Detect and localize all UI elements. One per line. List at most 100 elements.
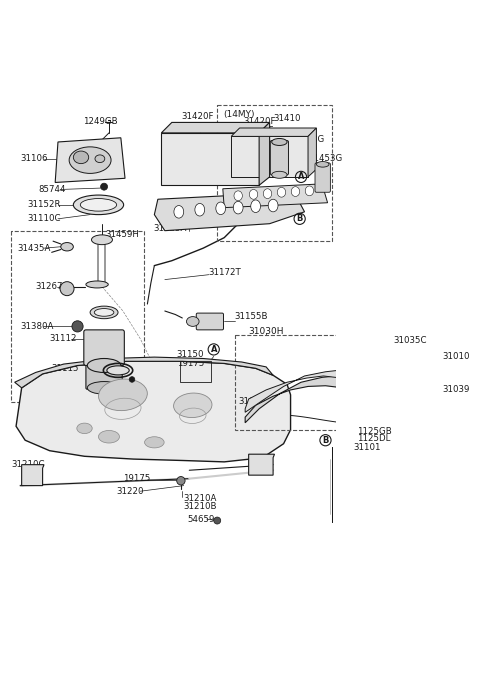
Ellipse shape <box>77 423 92 433</box>
Ellipse shape <box>90 306 118 319</box>
Text: 31453G: 31453G <box>290 135 325 145</box>
Ellipse shape <box>87 382 121 394</box>
Text: 1125GB: 1125GB <box>357 427 392 436</box>
Ellipse shape <box>234 191 242 201</box>
Text: 31210C: 31210C <box>12 460 46 469</box>
Text: (14MY): (14MY) <box>223 110 254 118</box>
Ellipse shape <box>61 242 73 251</box>
Text: 31172T: 31172T <box>209 268 241 277</box>
Polygon shape <box>245 369 371 413</box>
Ellipse shape <box>216 202 226 215</box>
Ellipse shape <box>107 366 129 375</box>
Ellipse shape <box>94 308 114 316</box>
Text: 31150: 31150 <box>177 350 204 359</box>
FancyBboxPatch shape <box>433 380 445 390</box>
Text: 19175: 19175 <box>177 359 204 368</box>
Text: A: A <box>211 345 217 354</box>
Polygon shape <box>161 122 270 133</box>
Text: 31410: 31410 <box>273 114 300 123</box>
Ellipse shape <box>272 139 287 145</box>
Ellipse shape <box>92 235 112 245</box>
Ellipse shape <box>277 187 286 197</box>
Text: 54659: 54659 <box>188 515 215 524</box>
Ellipse shape <box>87 359 121 372</box>
Ellipse shape <box>73 151 89 164</box>
Polygon shape <box>22 464 44 486</box>
Ellipse shape <box>430 358 445 373</box>
Circle shape <box>72 321 83 332</box>
Polygon shape <box>249 454 275 475</box>
Text: 31420F: 31420F <box>244 116 276 126</box>
Text: 31036: 31036 <box>238 397 265 406</box>
Text: 31152R: 31152R <box>27 201 61 209</box>
Text: 31110C: 31110C <box>27 214 61 223</box>
Polygon shape <box>231 128 316 137</box>
Text: 31101: 31101 <box>353 443 381 452</box>
Circle shape <box>129 377 135 382</box>
Polygon shape <box>308 128 316 177</box>
Ellipse shape <box>249 190 258 199</box>
Ellipse shape <box>195 203 204 216</box>
Text: 31435A: 31435A <box>17 244 51 252</box>
Ellipse shape <box>272 172 287 178</box>
Polygon shape <box>55 138 125 182</box>
Text: 31106: 31106 <box>20 154 48 164</box>
Text: B: B <box>297 214 303 223</box>
FancyBboxPatch shape <box>84 330 124 365</box>
Text: 31210B: 31210B <box>184 502 217 511</box>
Text: 31039: 31039 <box>442 385 469 394</box>
FancyBboxPatch shape <box>315 163 330 192</box>
Circle shape <box>101 183 108 190</box>
Text: B: B <box>322 435 329 445</box>
Circle shape <box>60 282 74 295</box>
Text: 1249GB: 1249GB <box>83 116 118 126</box>
Circle shape <box>214 517 221 524</box>
Ellipse shape <box>73 195 124 215</box>
Ellipse shape <box>251 200 261 213</box>
FancyBboxPatch shape <box>86 364 122 389</box>
FancyBboxPatch shape <box>270 141 288 175</box>
Ellipse shape <box>98 379 147 411</box>
Polygon shape <box>245 376 388 423</box>
Text: 31453G: 31453G <box>308 154 342 164</box>
Ellipse shape <box>264 188 272 199</box>
Ellipse shape <box>316 162 329 167</box>
Text: 31010: 31010 <box>442 352 469 361</box>
Text: 31210A: 31210A <box>184 494 217 503</box>
Ellipse shape <box>384 350 397 369</box>
Polygon shape <box>155 192 304 231</box>
Text: 31267: 31267 <box>36 282 63 291</box>
Ellipse shape <box>305 186 313 196</box>
Text: 31459H: 31459H <box>106 229 139 239</box>
Polygon shape <box>259 122 270 185</box>
Polygon shape <box>16 361 290 462</box>
Text: 31420F: 31420F <box>181 112 214 121</box>
Ellipse shape <box>187 316 199 326</box>
Ellipse shape <box>381 349 400 378</box>
Text: 1125DL: 1125DL <box>357 434 390 444</box>
Text: 31035C: 31035C <box>393 336 427 345</box>
Polygon shape <box>161 133 259 185</box>
Text: 94460: 94460 <box>90 397 118 406</box>
FancyBboxPatch shape <box>196 313 224 330</box>
Circle shape <box>177 476 185 485</box>
Text: 31220: 31220 <box>116 487 144 496</box>
Text: 85744: 85744 <box>38 185 66 194</box>
Text: 31155B: 31155B <box>235 312 268 321</box>
Text: 31030H: 31030H <box>248 328 284 336</box>
Text: 31112: 31112 <box>49 334 77 343</box>
Ellipse shape <box>80 199 117 211</box>
Ellipse shape <box>98 431 120 443</box>
Ellipse shape <box>86 281 108 288</box>
Polygon shape <box>231 137 308 177</box>
Text: 31380A: 31380A <box>20 322 54 331</box>
Text: 31425A: 31425A <box>224 212 258 221</box>
Text: A: A <box>298 172 304 182</box>
Ellipse shape <box>144 437 164 448</box>
Ellipse shape <box>233 201 243 214</box>
Ellipse shape <box>291 186 300 197</box>
Polygon shape <box>15 357 273 388</box>
Ellipse shape <box>95 155 105 163</box>
Ellipse shape <box>174 205 184 218</box>
Text: 31420F: 31420F <box>241 127 274 135</box>
